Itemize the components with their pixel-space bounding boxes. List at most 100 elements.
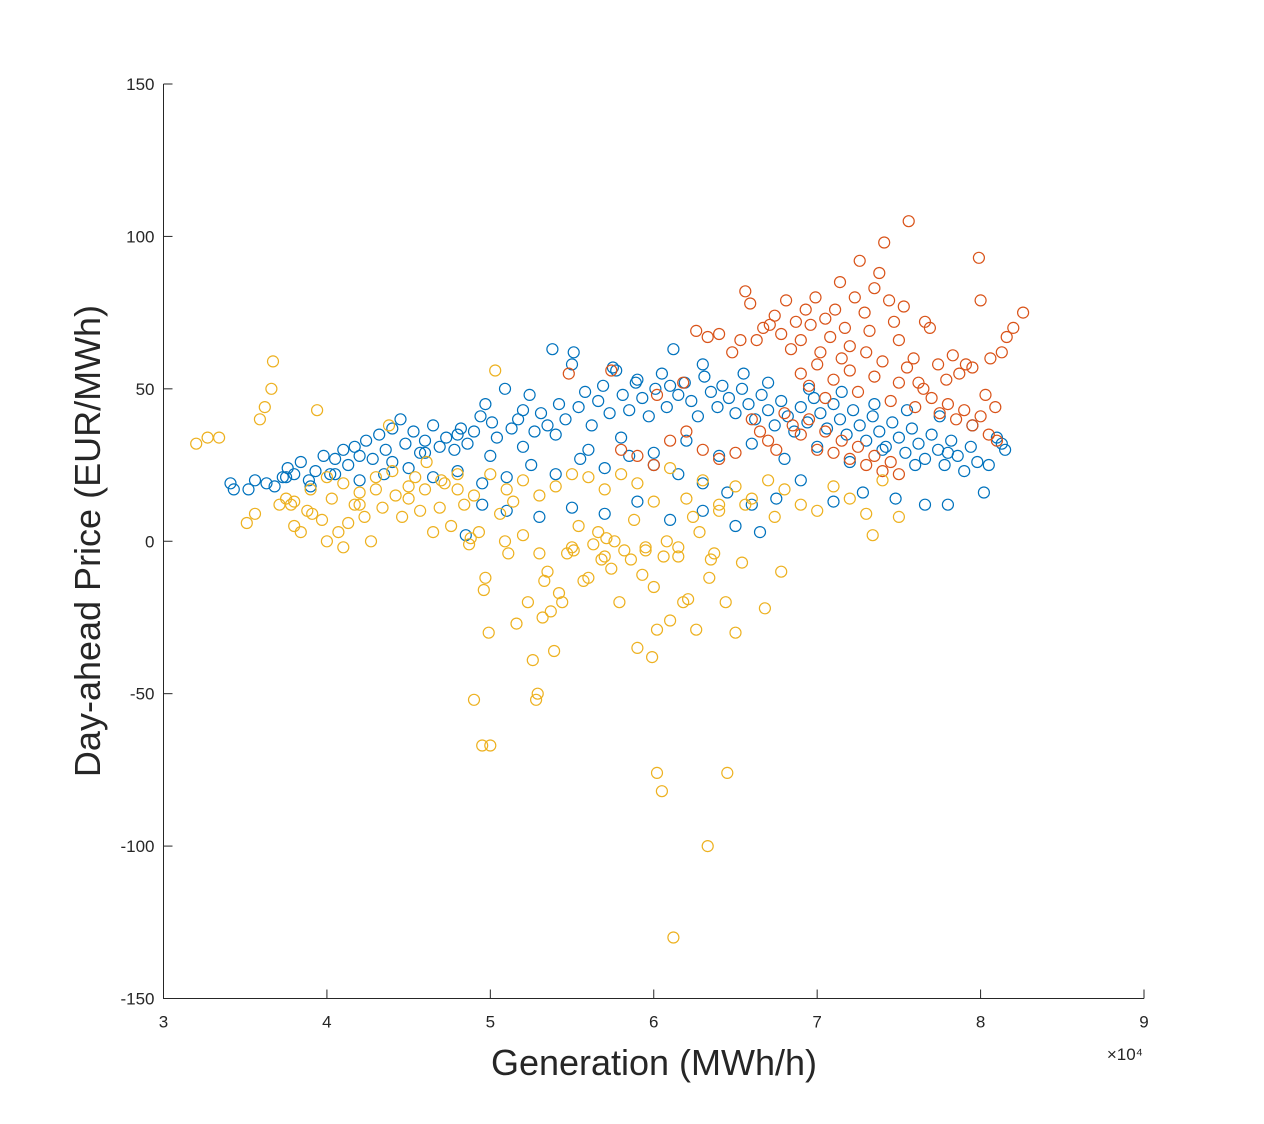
data-point bbox=[549, 468, 562, 481]
data-point bbox=[843, 452, 856, 465]
data-point bbox=[265, 382, 278, 395]
data-point bbox=[958, 404, 971, 417]
data-point bbox=[686, 510, 700, 524]
data-point bbox=[827, 398, 840, 411]
data-point bbox=[663, 513, 677, 527]
data-point bbox=[386, 422, 399, 435]
data-point bbox=[860, 458, 873, 472]
data-point bbox=[892, 468, 906, 481]
data-point bbox=[1007, 321, 1020, 334]
data-point bbox=[917, 382, 930, 395]
data-point bbox=[337, 541, 350, 554]
data-point bbox=[394, 413, 407, 426]
data-point bbox=[838, 321, 852, 334]
data-point bbox=[476, 739, 489, 752]
data-point bbox=[624, 553, 638, 566]
data-point bbox=[605, 364, 618, 377]
y-axis-ticks: -150 -100 -50 0 50 100 150 bbox=[120, 75, 173, 1009]
data-point bbox=[642, 410, 655, 423]
data-point bbox=[696, 474, 709, 487]
data-point bbox=[565, 501, 579, 514]
x-axis-exponent: ×10⁴ bbox=[1107, 1045, 1143, 1064]
data-point bbox=[541, 565, 554, 578]
data-point bbox=[876, 465, 889, 478]
data-point bbox=[856, 486, 870, 499]
data-point bbox=[866, 529, 879, 542]
data-point bbox=[451, 465, 464, 478]
data-point bbox=[770, 492, 783, 505]
data-point bbox=[701, 839, 714, 853]
data-point bbox=[657, 550, 670, 563]
data-point bbox=[784, 343, 798, 356]
data-point bbox=[887, 315, 901, 328]
data-point bbox=[448, 443, 461, 456]
data-point bbox=[627, 513, 641, 527]
data-point bbox=[685, 394, 698, 408]
data-point bbox=[989, 401, 1002, 414]
data-point bbox=[940, 373, 953, 386]
data-point bbox=[953, 367, 966, 380]
data-point bbox=[691, 410, 705, 423]
data-point bbox=[306, 507, 319, 520]
data-point bbox=[631, 477, 644, 490]
data-point bbox=[755, 388, 768, 401]
data-point bbox=[979, 388, 992, 401]
data-point bbox=[761, 474, 775, 487]
data-point bbox=[770, 443, 783, 456]
data-point bbox=[884, 455, 897, 469]
data-point bbox=[729, 446, 742, 459]
data-point bbox=[598, 483, 611, 496]
data-point bbox=[892, 431, 906, 444]
data-point bbox=[734, 334, 747, 347]
data-point bbox=[761, 376, 775, 389]
data-point bbox=[498, 535, 512, 548]
y-axis-title: Day-ahead Price (EUR/MWh) bbox=[67, 305, 108, 777]
data-point bbox=[681, 593, 695, 606]
data-point bbox=[502, 547, 515, 560]
data-point bbox=[567, 346, 580, 359]
data-point bbox=[745, 492, 758, 505]
data-point bbox=[868, 282, 881, 295]
data-point bbox=[866, 410, 879, 423]
data-point bbox=[811, 358, 824, 371]
data-point bbox=[647, 580, 660, 594]
data-point bbox=[227, 483, 240, 496]
data-point bbox=[409, 471, 422, 484]
x-tick-label: 6 bbox=[649, 1013, 658, 1032]
series-3 bbox=[190, 355, 906, 944]
data-point bbox=[631, 495, 644, 508]
data-point bbox=[440, 431, 453, 444]
data-point bbox=[623, 404, 636, 417]
data-point bbox=[258, 401, 271, 414]
data-point bbox=[600, 532, 613, 545]
data-point bbox=[729, 626, 742, 639]
data-point bbox=[672, 550, 685, 563]
data-point bbox=[745, 413, 758, 426]
data-point bbox=[614, 443, 628, 456]
data-point bbox=[360, 434, 373, 447]
data-point bbox=[873, 425, 886, 438]
data-point bbox=[721, 766, 734, 780]
data-point bbox=[690, 324, 703, 337]
data-point bbox=[786, 419, 799, 432]
data-point bbox=[485, 416, 499, 429]
data-point bbox=[680, 434, 693, 447]
data-point bbox=[909, 458, 922, 472]
data-point bbox=[998, 443, 1012, 456]
data-point bbox=[680, 492, 693, 505]
y-tick-label: -150 bbox=[120, 990, 154, 1009]
data-point bbox=[902, 215, 915, 228]
data-point bbox=[667, 931, 680, 944]
data-point bbox=[556, 596, 569, 609]
data-point bbox=[294, 455, 307, 469]
data-point bbox=[284, 498, 298, 511]
data-point bbox=[722, 391, 736, 405]
data-point bbox=[565, 541, 579, 554]
data-point bbox=[712, 452, 726, 465]
data-point bbox=[582, 471, 595, 484]
data-point bbox=[268, 480, 281, 493]
data-point bbox=[941, 398, 955, 411]
data-point bbox=[719, 596, 732, 609]
data-point bbox=[516, 440, 530, 453]
data-point bbox=[946, 349, 959, 362]
